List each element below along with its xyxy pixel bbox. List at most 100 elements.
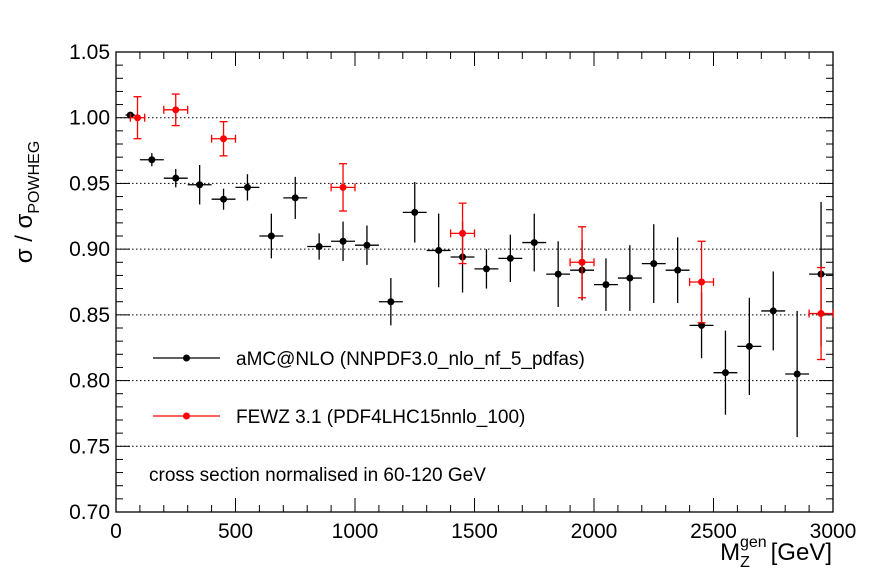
data-point [498, 234, 523, 282]
data-point [808, 266, 834, 361]
marker [721, 369, 729, 377]
legend-entry-fewz: FEWZ 3.1 (PDF4LHC15nnlo_100) [153, 407, 525, 428]
marker [506, 254, 514, 262]
marker [339, 237, 347, 245]
x-tick-label: 2000 [571, 520, 618, 543]
marker [387, 298, 395, 306]
axis-ticks: 0 500 1000 1500 2000 2500 3000 0.70 0.75 0.80 0.85… [69, 41, 856, 543]
marker [602, 281, 610, 289]
data-point [474, 249, 499, 289]
marker [220, 195, 228, 203]
data-point [522, 213, 547, 272]
marker [411, 208, 419, 216]
data-series [125, 93, 834, 438]
x-tick-label: 1500 [451, 520, 498, 543]
marker [650, 260, 658, 268]
y-axis-title: σ / σPOWHEG [11, 141, 43, 264]
x-tick-label: 2500 [690, 520, 737, 543]
data-point [449, 202, 476, 265]
marker [220, 135, 228, 143]
grid-lines [116, 117, 833, 447]
x-tick-label: 0 [110, 520, 122, 543]
legend-marker-fewz [183, 412, 190, 420]
marker [315, 243, 323, 251]
data-point [426, 213, 451, 288]
data-point [688, 240, 715, 324]
data-point [139, 153, 164, 167]
marker [243, 183, 251, 191]
marker [554, 270, 562, 278]
marker [817, 310, 825, 318]
marker [793, 370, 801, 378]
data-point [569, 226, 595, 299]
data-point [355, 225, 379, 265]
data-point [163, 168, 188, 188]
x-axis-title: MZgen [GeV] [720, 534, 832, 571]
marker [172, 174, 180, 182]
normalisation-note: cross section normalised in 60-120 GeV [149, 465, 486, 486]
data-point [259, 213, 284, 259]
y-tick-label: 0.95 [69, 172, 110, 195]
x-tick-label: 3000 [810, 520, 857, 543]
y-axis-title-main: σ / σ [11, 213, 38, 263]
data-point [129, 96, 146, 140]
marker [363, 241, 371, 249]
y-tick-label: 1.05 [69, 41, 110, 64]
marker [134, 114, 142, 122]
marker [196, 181, 204, 189]
data-point [283, 176, 308, 219]
data-point [331, 221, 355, 261]
series-1 [129, 93, 834, 361]
data-point [546, 241, 571, 307]
x-axis-title-main: M [720, 539, 740, 566]
data-point [594, 258, 618, 311]
legend: aMC@NLO (NNPDF3.0_nlo_nf_5_pdfas) FEWZ 3… [153, 349, 585, 428]
y-tick-label: 0.70 [69, 501, 110, 524]
y-tick-label: 1.00 [69, 107, 110, 130]
marker [674, 266, 682, 274]
marker [148, 156, 156, 164]
data-point [713, 330, 738, 415]
plot-border [115, 51, 834, 513]
marker [482, 265, 490, 273]
data-point [761, 271, 786, 351]
data-point [187, 165, 212, 205]
x-tick-label: 1000 [332, 520, 379, 543]
data-point [210, 121, 237, 157]
data-point [402, 182, 427, 243]
series-0 [125, 111, 833, 438]
marker [172, 106, 180, 114]
y-tick-label: 0.85 [69, 304, 110, 327]
marker [578, 258, 586, 266]
data-point [330, 163, 356, 212]
data-point [617, 245, 642, 311]
marker [267, 232, 275, 240]
marker [698, 321, 706, 329]
data-point [665, 237, 690, 304]
marker [291, 194, 299, 202]
marker [769, 307, 777, 315]
data-point [378, 278, 403, 326]
data-point [211, 188, 236, 210]
legend-label-amcnlo: aMC@NLO (NNPDF3.0_nlo_nf_5_pdfas) [236, 349, 585, 370]
x-axis-title-sub: Z [740, 554, 750, 571]
marker [626, 274, 634, 282]
marker [435, 246, 443, 254]
data-point [641, 224, 666, 304]
legend-marker-amcnlo [183, 354, 190, 362]
data-point [235, 174, 260, 201]
plot-frame [115, 51, 834, 513]
legend-label-fewz: FEWZ 3.1 (PDF4LHC15nnlo_100) [236, 407, 525, 428]
marker [459, 229, 467, 237]
data-point [307, 233, 332, 260]
x-axis-title-unit: [GeV] [771, 539, 832, 566]
y-tick-label: 0.80 [69, 370, 110, 393]
marker [698, 278, 706, 286]
data-point [737, 297, 762, 396]
y-axis-title-sub: POWHEG [26, 141, 43, 214]
data-point [163, 93, 189, 127]
x-axis-title-sup: gen [740, 534, 767, 551]
legend-entry-amcnlo: aMC@NLO (NNPDF3.0_nlo_nf_5_pdfas) [153, 349, 585, 370]
y-tick-label: 0.75 [69, 435, 110, 458]
